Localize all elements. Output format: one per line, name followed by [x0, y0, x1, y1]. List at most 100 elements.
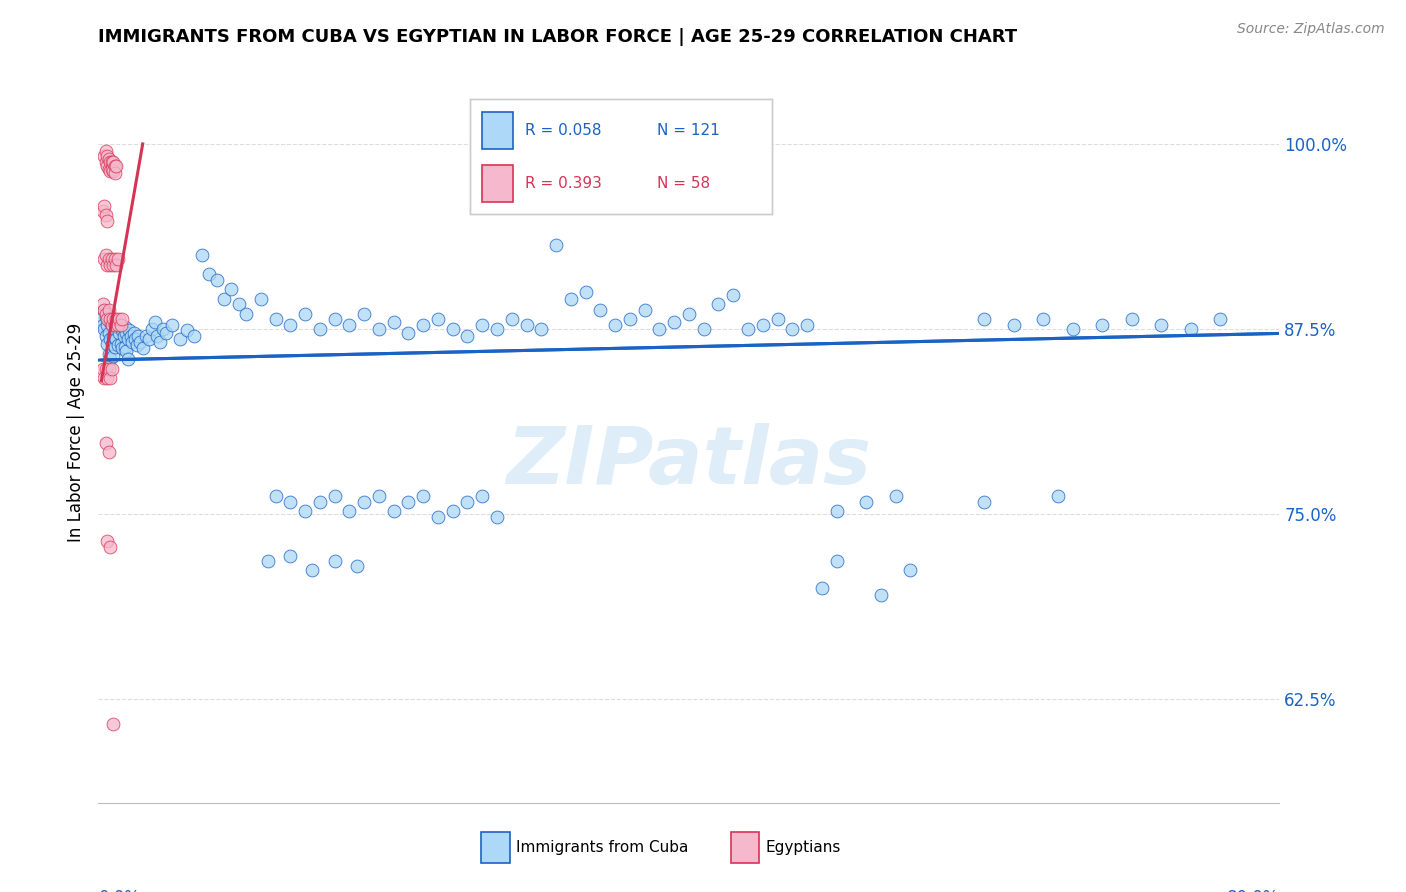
Point — [104, 318, 127, 332]
Point — [382, 315, 405, 329]
Text: 0.0%: 0.0% — [98, 889, 141, 892]
Point — [120, 329, 142, 343]
Point — [117, 351, 139, 366]
Point — [516, 318, 538, 332]
Point — [105, 315, 128, 329]
Point — [176, 323, 198, 337]
Point — [105, 258, 128, 272]
Point — [323, 311, 346, 326]
Point — [796, 318, 818, 332]
Point — [128, 335, 150, 350]
Point — [294, 307, 316, 321]
Point — [94, 208, 117, 222]
Point — [122, 326, 145, 341]
Point — [212, 293, 235, 307]
Point — [96, 214, 118, 228]
Point — [96, 258, 118, 272]
Point — [766, 311, 789, 326]
Point — [346, 558, 368, 573]
Point — [427, 510, 450, 524]
Point — [103, 717, 125, 731]
Point — [152, 322, 174, 336]
Point — [427, 311, 450, 326]
Point — [752, 318, 775, 332]
Point — [155, 326, 177, 341]
Point — [103, 349, 125, 363]
Point — [589, 302, 612, 317]
Point — [114, 320, 136, 334]
Point — [1121, 311, 1143, 326]
Point — [141, 322, 163, 336]
Point — [169, 332, 191, 346]
Point — [205, 273, 228, 287]
Point — [575, 285, 598, 299]
Point — [221, 282, 243, 296]
Point — [103, 163, 125, 178]
Point — [104, 340, 127, 354]
Point — [353, 307, 375, 321]
Point — [127, 329, 149, 343]
Point — [664, 315, 686, 329]
Point — [900, 563, 922, 577]
Point — [91, 203, 114, 218]
Point — [94, 307, 117, 321]
Point — [124, 332, 146, 346]
Point — [143, 315, 166, 329]
Point — [398, 326, 420, 341]
Point — [138, 332, 160, 346]
Point — [135, 329, 157, 343]
Point — [294, 504, 316, 518]
Point — [619, 311, 641, 326]
Point — [100, 362, 122, 376]
Point — [98, 163, 121, 178]
Point — [198, 267, 221, 281]
Point — [121, 335, 143, 350]
Point — [97, 362, 120, 376]
Point — [125, 338, 148, 352]
Point — [110, 318, 132, 332]
Point — [94, 310, 117, 325]
Point — [91, 318, 114, 332]
Point — [97, 162, 120, 177]
Point — [810, 581, 832, 595]
Point — [1091, 318, 1114, 332]
Point — [98, 371, 121, 385]
Point — [110, 318, 132, 332]
Point — [441, 322, 464, 336]
Point — [280, 318, 302, 332]
Point — [94, 362, 117, 376]
Point — [560, 293, 582, 307]
Point — [530, 322, 553, 336]
Point — [301, 563, 323, 577]
Point — [368, 322, 391, 336]
Point — [441, 504, 464, 518]
Point — [103, 329, 125, 343]
Point — [94, 154, 117, 169]
Point — [115, 344, 138, 359]
Point — [323, 489, 346, 503]
Point — [264, 489, 287, 503]
Point — [97, 347, 120, 361]
Point — [93, 252, 115, 267]
Point — [97, 152, 120, 166]
Point — [257, 554, 280, 568]
Point — [398, 495, 420, 509]
Point — [91, 362, 114, 376]
Point — [191, 248, 214, 262]
Point — [100, 252, 122, 267]
Point — [353, 495, 375, 509]
Point — [634, 302, 657, 317]
Point — [111, 311, 134, 326]
Text: ZIPatlas: ZIPatlas — [506, 423, 872, 501]
Point — [501, 311, 523, 326]
Point — [870, 589, 893, 603]
Point — [250, 293, 273, 307]
Point — [309, 322, 332, 336]
Point — [117, 332, 139, 346]
Point — [98, 258, 121, 272]
Point — [108, 311, 131, 326]
Point — [1150, 318, 1173, 332]
Point — [98, 315, 121, 329]
Point — [412, 489, 434, 503]
Point — [98, 154, 121, 169]
